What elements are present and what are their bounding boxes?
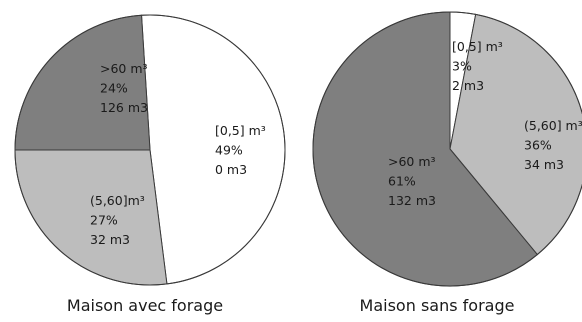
pie-1-slice-1-label: (5,60] m³ 36% 34 m3 [524, 118, 582, 172]
pie-0-outline [14, 14, 286, 286]
pie-1-slice-0-label: [0,5] m³ 3% 2 m3 [452, 39, 503, 93]
pie-0-slice-2-label: >60 m³ 24% 126 m3 [100, 61, 148, 115]
chart-title-left: Maison avec forage [66, 296, 224, 315]
pie-0-slice-1-label: (5,60]m³ 27% 32 m3 [90, 193, 145, 247]
pie-1-outline [312, 11, 582, 287]
pie-1-slice-2-label: >60 m³ 61% 132 m3 [388, 154, 436, 208]
chart-title-right: Maison sans forage [359, 296, 515, 315]
pie-0-slice-0-label: [0,5] m³ 49% 0 m3 [215, 123, 266, 177]
